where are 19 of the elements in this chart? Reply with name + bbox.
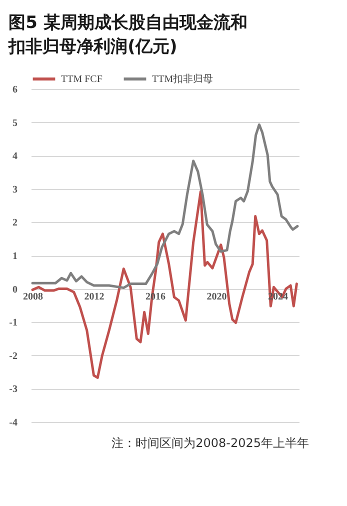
y-tick-label: 2	[12, 218, 18, 229]
x-tick-label: 2020	[206, 291, 227, 302]
y-tick-label: -4	[9, 418, 18, 428]
y-tick-label: 1	[12, 251, 18, 262]
legend-label: TTM FCF	[61, 74, 103, 85]
y-tick-label: -1	[9, 318, 18, 329]
y-tick-label: 3	[12, 184, 18, 196]
y-tick-label: 0	[12, 284, 18, 296]
y-tick-label: 5	[12, 118, 18, 129]
line-series	[31, 123, 299, 290]
y-tick-label: -2	[9, 350, 18, 362]
y-tick-label: 6	[12, 84, 18, 96]
chart-title: 图5 某周期成长股自由现金流和扣非归母净利润(亿元)	[8, 13, 248, 57]
legend-label: TTM扣非归母	[152, 73, 214, 85]
y-tick-label: -3	[9, 384, 18, 396]
x-tick-label: 2008	[23, 291, 44, 302]
x-tick-label: 2012	[84, 291, 104, 302]
text: 注：时间区间为2008-2025年上半年	[112, 436, 309, 450]
y-tick-label: 4	[12, 151, 18, 162]
